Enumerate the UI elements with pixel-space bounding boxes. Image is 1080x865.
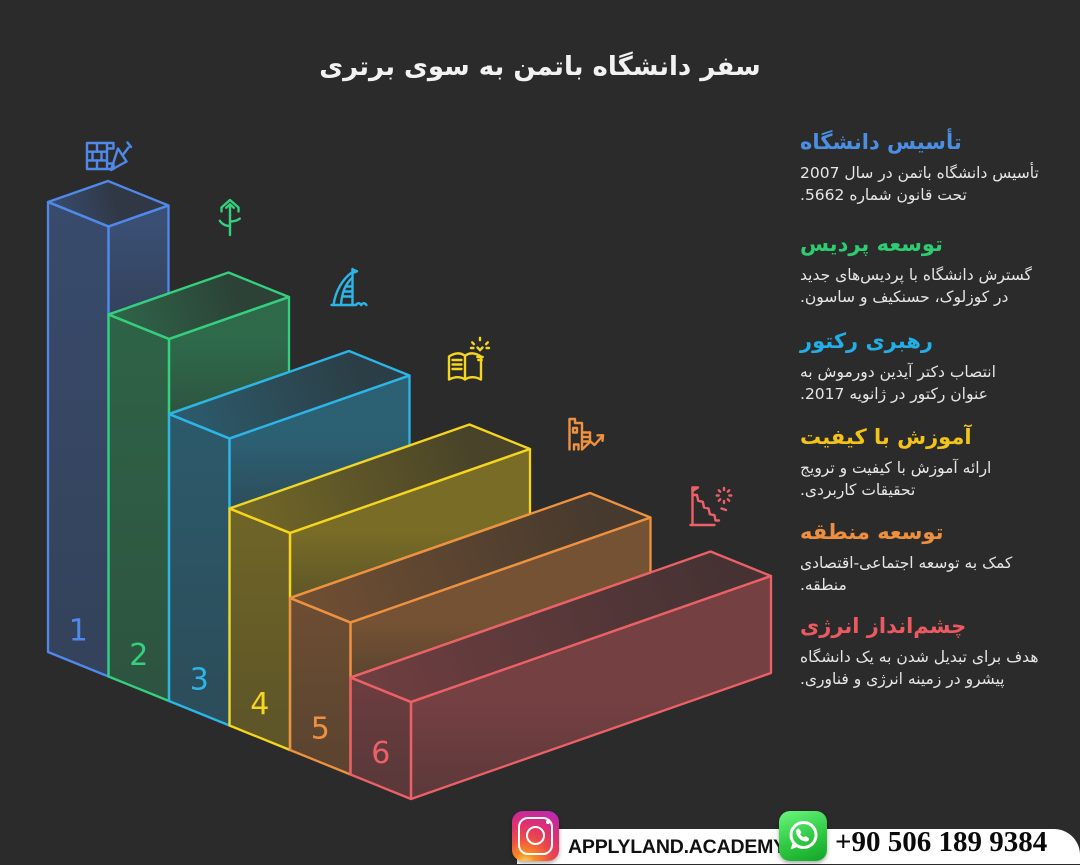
footer-contact-bar: APPLYLAND.ACADEMY +90 506 189 9384 <box>512 811 1080 864</box>
milestone-title: تأسیس دانشگاه <box>800 130 962 154</box>
phone-number: +90 506 189 9384 <box>835 826 1048 858</box>
milestone-body: انتصاب دکتر آیدین دورموش به عنوان رکتور … <box>800 363 996 403</box>
step-number-4: 4 <box>250 687 269 722</box>
milestone-block-5: توسعه منطقه کمک به توسعه اجتماعی-اقتصادی… <box>800 520 1060 596</box>
book-bulb-icon <box>447 336 491 381</box>
milestone-title: توسعه پردیس <box>800 232 943 256</box>
step-1 <box>46 179 170 678</box>
step-3 <box>167 349 411 727</box>
milestone-block-1: تأسیس دانشگاه تأسیس دانشگاه باتمن در سال… <box>800 130 1060 206</box>
page-title: سفر دانشگاه باتمن به سوی برتری <box>319 52 761 82</box>
milestone-block-2: توسعه پردیس گسترش دانشگاه با پردیس‌های ج… <box>800 232 1060 308</box>
step-6 <box>349 550 773 801</box>
instagram-icon-frame <box>518 817 553 855</box>
whatsapp-icon-glyph <box>789 821 818 850</box>
whatsapp-icon <box>779 811 827 861</box>
building-growth-icon <box>568 417 605 451</box>
milestone-title: چشم‌انداز انرژی <box>800 614 967 638</box>
instagram-icon <box>512 811 559 861</box>
plant-growth-icon <box>218 198 241 237</box>
milestone-body: کمک به توسعه اجتماعی-اقتصادی منطقه. <box>800 554 1013 594</box>
milestone-body: تأسیس دانشگاه باتمن در سال 2007 تحت قانو… <box>800 164 1039 204</box>
instagram-handle: APPLYLAND.ACADEMY <box>568 835 786 858</box>
milestone-title: رهبری رکتور <box>800 329 933 353</box>
milestone-body: گسترش دانشگاه با پردیس‌های جدید در کوزلو… <box>800 266 1032 306</box>
cliff-sun-icon <box>689 486 733 527</box>
milestone-title: آموزش با کیفیت <box>800 425 972 449</box>
milestone-block-4: آموزش با کیفیت ارائه آموزش با کیفیت و تر… <box>800 425 1060 501</box>
milestone-body: هدف برای تبدیل شدن به یک دانشگاه پیشرو د… <box>800 648 1039 688</box>
bricks-trowel-icon <box>85 141 133 172</box>
burj-tower-icon <box>330 267 368 307</box>
instagram-icon-lens <box>525 826 545 846</box>
step-6-riser-face <box>409 574 773 801</box>
milestone-body: ارائه آموزش با کیفیت و ترویج تحقیقات کار… <box>800 459 992 499</box>
step-number-5: 5 <box>311 711 330 746</box>
instagram-icon-dot <box>546 820 550 824</box>
step-5 <box>288 491 652 776</box>
step-number-2: 2 <box>129 638 148 673</box>
step-number-3: 3 <box>190 662 209 697</box>
milestone-block-6: چشم‌انداز انرژی هدف برای تبدیل شدن به یک… <box>800 614 1060 690</box>
step-number-1: 1 <box>69 613 88 648</box>
step-number-6: 6 <box>371 736 390 771</box>
step-1-front-face <box>46 200 110 678</box>
milestone-title: توسعه منطقه <box>800 520 944 544</box>
milestone-block-3: رهبری رکتور انتصاب دکتر آیدین دورموش به … <box>800 329 1060 405</box>
step-5-front-face <box>288 596 352 776</box>
